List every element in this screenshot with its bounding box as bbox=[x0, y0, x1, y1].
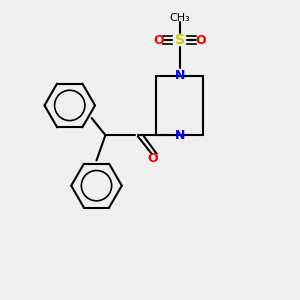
Text: CH₃: CH₃ bbox=[169, 13, 190, 23]
Text: N: N bbox=[175, 69, 185, 82]
Text: N: N bbox=[175, 129, 185, 142]
Text: O: O bbox=[154, 34, 164, 46]
Text: S: S bbox=[175, 33, 185, 47]
Text: O: O bbox=[148, 152, 158, 165]
Text: O: O bbox=[195, 34, 206, 46]
